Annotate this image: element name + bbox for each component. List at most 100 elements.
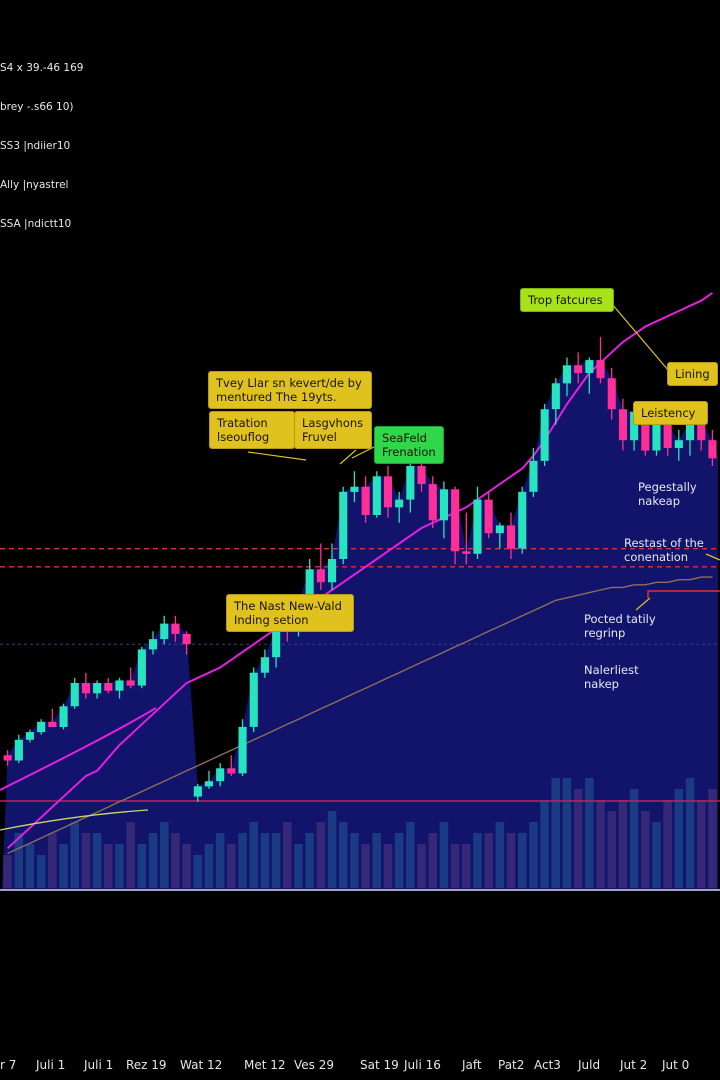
candle-body (25, 732, 34, 740)
annotation-callout: Trop fatcures (520, 288, 614, 312)
legend-line: brey -.s66 10) (0, 101, 74, 113)
volume-bar (92, 833, 102, 888)
candle-body (663, 424, 672, 448)
legend-line: S4 x 39.-46 169 (0, 62, 84, 74)
volume-bar (394, 833, 404, 888)
volume-bar (372, 833, 381, 888)
candle-body (372, 476, 381, 515)
candle-body (37, 721, 46, 733)
x-tick-label: Sat 19 (360, 1058, 399, 1072)
candle-body (540, 409, 549, 461)
x-tick-label: Jaft (462, 1058, 482, 1072)
candle-body (630, 411, 639, 441)
candle-body (339, 491, 348, 559)
volume-bar (506, 833, 516, 888)
candle-body (204, 781, 213, 787)
x-tick-label: r 7 (0, 1058, 17, 1072)
light-moving-average-line (0, 809, 149, 831)
x-tick-label: Juli 16 (404, 1058, 441, 1072)
candle-body (328, 559, 337, 583)
annotation-callout: Tratation lseouflog (209, 411, 295, 449)
candle-body (518, 491, 527, 549)
volume-bar (406, 822, 415, 888)
candle-body (507, 525, 516, 549)
volume-bar (674, 789, 684, 888)
volume-bar (36, 855, 46, 888)
annotation-callout: Lasgvhons Fruvel (294, 411, 372, 449)
candle-body (406, 466, 415, 500)
volume-bar (327, 811, 337, 888)
volume-bar (361, 844, 370, 888)
annotation-callout: Tvey Llar sn kevert/de by mentured The 1… (208, 371, 372, 409)
candle-body (708, 440, 717, 459)
candle-body (81, 683, 90, 694)
volume-bar (70, 822, 79, 888)
volume-bar (439, 822, 449, 888)
candle-body (249, 672, 258, 727)
volume-bar (462, 844, 471, 888)
candle-body (417, 466, 426, 485)
volume-bar (607, 811, 616, 888)
volume-bar (450, 844, 460, 888)
x-tick-label: Met 12 (244, 1058, 286, 1072)
candle-body (641, 411, 650, 451)
candle-body (182, 633, 191, 645)
candle-body (93, 683, 102, 694)
volume-bar (25, 844, 35, 888)
callout-leader-line (247, 451, 307, 461)
callout-leader-line (647, 590, 720, 598)
indicator-legend: S4 x 39.-46 169 brey -.s66 10) SS3 |ndii… (0, 36, 83, 257)
candle-body (451, 489, 460, 552)
volume-bar (629, 789, 639, 888)
volume-bar (283, 822, 292, 888)
callout-leader-line (705, 553, 720, 561)
candle-body (585, 360, 594, 373)
chart-note: Pegestally nakeap (638, 480, 697, 508)
volume-bar (316, 822, 326, 888)
x-tick-label: Ves 29 (294, 1058, 334, 1072)
volume-bar (697, 800, 706, 888)
chart-note: Pocted tatily regrinp (584, 612, 656, 640)
candle-body (260, 657, 269, 673)
candle-body (238, 726, 247, 774)
volume-bar (585, 778, 594, 888)
volume-bar (260, 833, 270, 888)
legend-line: Ally |nyastrel (0, 179, 69, 191)
x-tick-label: Act3 (534, 1058, 561, 1072)
fast-moving-average-line (6, 292, 713, 850)
volume-bar (148, 833, 158, 888)
candle-body (428, 484, 437, 521)
annotation-callout: SeaFeld Frenation (374, 426, 444, 464)
candle-body (562, 365, 571, 384)
candle-body (3, 755, 12, 761)
candle-body (160, 623, 169, 640)
slow-moving-average-line (7, 576, 713, 855)
volume-bar (641, 811, 650, 888)
x-tick-label: Juli 1 (36, 1058, 66, 1072)
volume-bar (193, 855, 202, 888)
volume-bar (573, 789, 583, 888)
callout-leader-line (351, 445, 377, 459)
candle-body (674, 440, 683, 448)
volume-bar (417, 844, 426, 888)
legend-line: SSA |ndictt10 (0, 218, 72, 230)
volume-bar (618, 800, 628, 888)
volume-bar (48, 833, 57, 888)
candle-body (495, 525, 504, 534)
candle-body (574, 365, 583, 374)
candle-body (607, 378, 616, 410)
price-area (2, 360, 718, 891)
chart-note: Restast of the conenation (624, 536, 704, 564)
candle-body (227, 768, 236, 774)
volume-bar (81, 833, 91, 888)
candle-body (14, 739, 23, 761)
callout-leader-line (339, 449, 357, 465)
annotation-callout: Lining (667, 362, 718, 386)
volume-bar (14, 833, 23, 888)
volume-bar (663, 800, 672, 888)
candle-body (350, 486, 359, 492)
volume-bar (339, 822, 348, 888)
annotation-callout: The Nast New-Vald Inding setion (226, 594, 354, 632)
